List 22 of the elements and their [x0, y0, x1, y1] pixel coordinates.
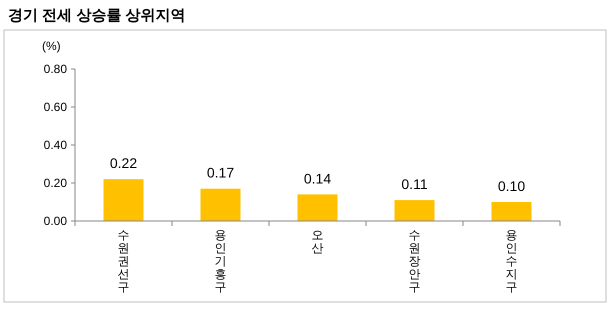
- chart-title: 경기 전세 상승률 상위지역: [8, 7, 186, 24]
- y-tick-label: 0.80: [44, 62, 68, 76]
- data-label: 0.10: [498, 178, 526, 194]
- bar: [394, 200, 434, 221]
- y-tick-label: 0.60: [44, 100, 68, 114]
- x-tick-label: 수원장안구: [408, 228, 420, 294]
- data-label: 0.22: [110, 155, 138, 172]
- x-tick-label: 용인수지구: [506, 228, 518, 294]
- y-tick-label: 0.00: [44, 214, 68, 228]
- data-label: 0.14: [304, 170, 332, 186]
- data-label: 0.17: [206, 164, 234, 181]
- bar: [200, 188, 240, 221]
- bar: [492, 202, 532, 221]
- y-axis-title: (%): [42, 39, 61, 53]
- bar: [298, 194, 338, 221]
- data-label: 0.11: [401, 176, 428, 192]
- y-tick-label: 0.40: [44, 138, 68, 152]
- x-tick-label: 용인기흥구: [214, 228, 226, 294]
- y-tick-label: 0.20: [44, 176, 68, 190]
- x-tick-label: 오산: [312, 228, 324, 255]
- bar: [104, 179, 144, 221]
- x-tick-label: 수원권선구: [118, 228, 130, 294]
